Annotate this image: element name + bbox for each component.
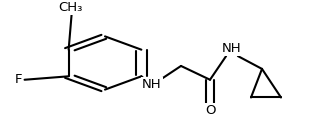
Text: NH: NH [142,78,162,91]
Text: NH: NH [222,42,242,55]
Text: O: O [205,104,215,117]
Text: CH₃: CH₃ [58,1,83,14]
Text: F: F [14,73,22,86]
